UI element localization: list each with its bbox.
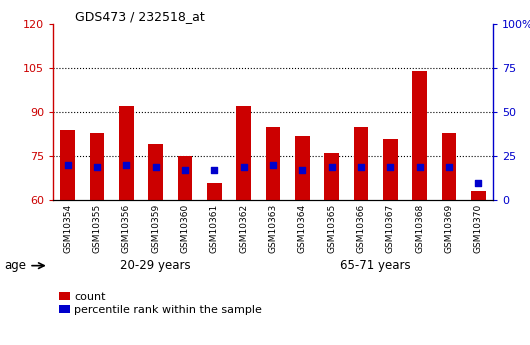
Point <box>152 164 160 169</box>
Bar <box>90 133 104 200</box>
Point <box>416 164 424 169</box>
Point <box>93 164 101 169</box>
Text: age: age <box>4 259 26 272</box>
Point <box>240 164 248 169</box>
Text: GDS473 / 232518_at: GDS473 / 232518_at <box>75 10 205 23</box>
Text: GSM10354: GSM10354 <box>63 204 72 253</box>
Text: GSM10360: GSM10360 <box>181 204 189 254</box>
Bar <box>412 71 427 200</box>
Text: 20-29 years: 20-29 years <box>120 259 191 272</box>
Point <box>181 167 189 173</box>
Bar <box>178 156 192 200</box>
Text: GSM10368: GSM10368 <box>415 204 424 254</box>
Point <box>122 162 130 168</box>
Bar <box>60 130 75 200</box>
Bar <box>119 106 134 200</box>
Point <box>386 164 394 169</box>
Point <box>474 180 482 185</box>
Bar <box>324 153 339 200</box>
Text: GSM10365: GSM10365 <box>327 204 336 254</box>
Text: GSM10359: GSM10359 <box>151 204 160 254</box>
Text: 65-71 years: 65-71 years <box>340 259 411 272</box>
Text: GSM10356: GSM10356 <box>122 204 131 254</box>
Bar <box>207 183 222 200</box>
Point <box>269 162 277 168</box>
Text: GSM10355: GSM10355 <box>93 204 101 254</box>
Bar <box>471 191 485 200</box>
Point <box>64 162 72 168</box>
Text: GSM10363: GSM10363 <box>269 204 277 254</box>
Text: GSM10362: GSM10362 <box>239 204 248 253</box>
Bar <box>441 133 456 200</box>
Bar <box>295 136 310 200</box>
Legend: count, percentile rank within the sample: count, percentile rank within the sample <box>58 292 262 315</box>
Point <box>445 164 453 169</box>
Text: GSM10366: GSM10366 <box>357 204 365 254</box>
Bar <box>266 127 280 200</box>
Point <box>298 167 306 173</box>
Point <box>210 167 218 173</box>
Bar <box>354 127 368 200</box>
Bar <box>236 106 251 200</box>
Text: GSM10361: GSM10361 <box>210 204 219 254</box>
Bar <box>383 139 398 200</box>
Text: GSM10369: GSM10369 <box>445 204 453 254</box>
Text: GSM10370: GSM10370 <box>474 204 483 254</box>
Text: GSM10367: GSM10367 <box>386 204 395 254</box>
Point <box>328 164 336 169</box>
Bar <box>148 144 163 200</box>
Text: GSM10364: GSM10364 <box>298 204 307 253</box>
Point <box>357 164 365 169</box>
